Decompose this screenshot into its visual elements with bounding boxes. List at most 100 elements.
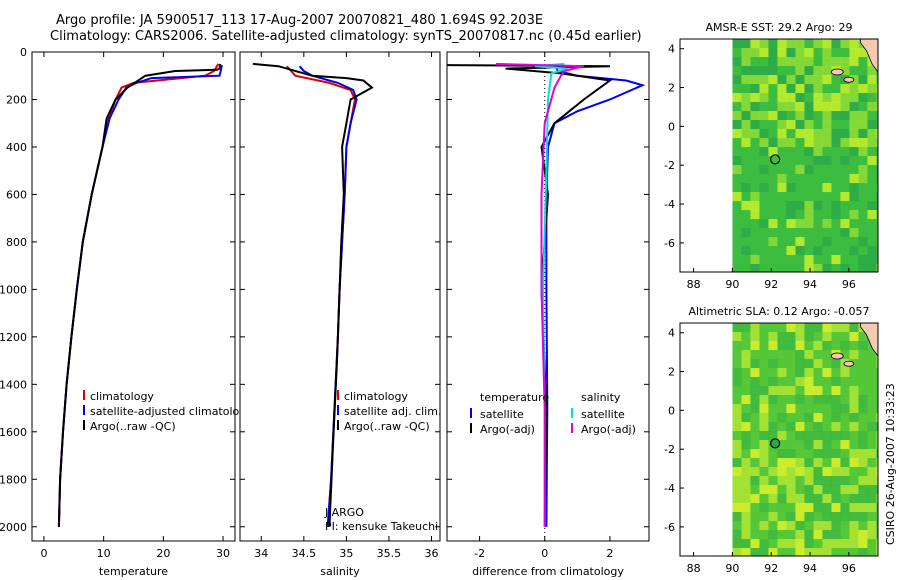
map-cell xyxy=(750,413,760,423)
map-cell xyxy=(786,485,796,495)
map-cell xyxy=(813,228,823,238)
map-cell xyxy=(795,458,805,468)
x-axis-label-temperature: temperature xyxy=(99,565,168,578)
map-cell xyxy=(876,440,878,450)
map-frame xyxy=(679,38,879,273)
map-cell xyxy=(858,530,868,540)
map-cell xyxy=(732,129,742,139)
map-cell xyxy=(732,39,742,49)
legend-heading-temperature: temperature xyxy=(480,391,549,404)
map-cell xyxy=(795,192,805,202)
map-cell xyxy=(795,210,805,220)
map-cell xyxy=(858,413,868,423)
map-cell xyxy=(795,404,805,414)
map-cell xyxy=(849,174,859,184)
map-cell xyxy=(777,156,787,166)
map-cell xyxy=(732,458,742,468)
y-tick-label: 800 xyxy=(6,236,27,249)
map-cell xyxy=(768,246,778,256)
map-cell xyxy=(867,512,877,522)
map-cell xyxy=(876,431,878,441)
map-cell xyxy=(831,93,841,103)
map-cell xyxy=(750,102,760,112)
map-cell xyxy=(804,174,814,184)
map-cell xyxy=(777,368,787,378)
map-cell xyxy=(831,521,841,531)
map-cell xyxy=(876,395,878,405)
map-cell xyxy=(768,219,778,229)
island xyxy=(830,352,844,360)
map-cell xyxy=(795,39,805,49)
map-cell xyxy=(840,228,850,238)
x-tick-label-temperature: 0 xyxy=(40,547,47,560)
x-tick-label-salinity: 35.5 xyxy=(377,547,402,560)
map-cell xyxy=(876,192,878,202)
map-cell xyxy=(822,368,832,378)
map-cell xyxy=(777,237,787,247)
map-cell xyxy=(759,386,769,396)
map-cell xyxy=(804,431,814,441)
map-cell xyxy=(768,341,778,351)
map-cell xyxy=(858,66,868,76)
map-cell xyxy=(777,512,787,522)
map-cell xyxy=(777,246,787,256)
map-cell xyxy=(732,183,742,193)
map-cell xyxy=(840,539,850,549)
map-cell xyxy=(804,539,814,549)
map-cell xyxy=(777,48,787,58)
map-cell xyxy=(759,48,769,58)
map-cell xyxy=(741,485,751,495)
map-cell xyxy=(831,467,841,477)
map-cell xyxy=(795,48,805,58)
map-cell xyxy=(804,521,814,531)
map-cell xyxy=(804,422,814,432)
map-cell xyxy=(795,111,805,121)
map-cell xyxy=(786,111,796,121)
map-cell xyxy=(813,237,823,247)
island xyxy=(843,76,855,83)
map-cell xyxy=(786,404,796,414)
map-cell xyxy=(741,431,751,441)
map-cell xyxy=(840,431,850,441)
map-cell xyxy=(813,48,823,58)
map-cell xyxy=(759,246,769,256)
map-cell xyxy=(840,147,850,157)
map-cell xyxy=(876,264,878,272)
map-cell xyxy=(840,237,850,247)
legend-heading-salinity: salinity xyxy=(581,391,621,404)
map-y-tick-label: 0 xyxy=(668,404,675,417)
map-cell xyxy=(768,75,778,85)
map-cell xyxy=(840,485,850,495)
map-cell xyxy=(777,467,787,477)
map-cell xyxy=(759,395,769,405)
map-cell xyxy=(876,165,878,175)
map-cell xyxy=(840,165,850,175)
map-cell xyxy=(786,246,796,256)
map-cell xyxy=(750,395,760,405)
map-cell xyxy=(813,521,823,531)
legend-label-salinity: climatology xyxy=(344,390,408,403)
map-cell xyxy=(831,228,841,238)
map-cell xyxy=(813,84,823,94)
map-cell xyxy=(858,431,868,441)
map-cell xyxy=(786,548,796,556)
legend-label-temperature: satellite-adjusted climatology xyxy=(90,405,253,418)
map-cell xyxy=(732,210,742,220)
map-cell xyxy=(831,404,841,414)
map-cell xyxy=(777,377,787,387)
map-cell xyxy=(867,503,877,513)
map-cell xyxy=(786,75,796,85)
map-cell xyxy=(768,264,778,272)
legend-label-difference: satellite xyxy=(581,408,625,421)
map-cell xyxy=(831,84,841,94)
map-cell xyxy=(786,449,796,459)
map-cell xyxy=(831,210,841,220)
map-cell xyxy=(840,66,850,76)
map-cell xyxy=(741,530,751,540)
map-cell xyxy=(732,503,742,513)
y-tick-label: 1400 xyxy=(0,378,27,391)
map-cell xyxy=(732,201,742,211)
map-cell xyxy=(849,39,859,49)
map-cell xyxy=(759,192,769,202)
map-cell xyxy=(741,521,751,531)
